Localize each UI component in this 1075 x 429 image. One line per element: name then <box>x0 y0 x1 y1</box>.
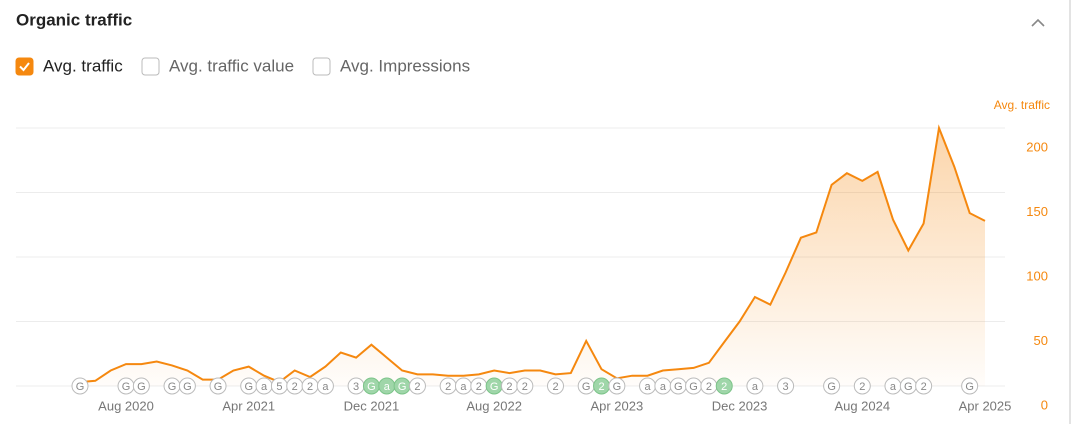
traffic-line <box>79 124 986 384</box>
y-tick-label: 100 <box>1026 268 1048 283</box>
annotation-label: 2 <box>552 381 558 393</box>
annotation-label: 2 <box>598 381 604 393</box>
annotation-label: 2 <box>921 381 927 393</box>
annotation-label: 2 <box>307 381 313 393</box>
x-tick-label: Dec 2021 <box>344 398 400 413</box>
y-tick-label: 200 <box>1026 139 1048 154</box>
x-tick-label: Apr 2023 <box>590 398 643 413</box>
annotation-label: G <box>137 381 146 393</box>
checkmark <box>19 62 30 72</box>
annotation-label: G <box>244 381 253 393</box>
annotation-label: 2 <box>506 381 512 393</box>
annotation-label: G <box>827 381 836 393</box>
annotation-label: 2 <box>706 381 712 393</box>
annotation-label: a <box>460 381 467 393</box>
annotation-label: a <box>890 381 897 393</box>
title: Organic traffic <box>16 10 132 29</box>
annotation-label: a <box>261 381 268 393</box>
annotation-marker[interactable] <box>608 377 626 395</box>
annotation-marker[interactable] <box>132 377 150 395</box>
annotation-label: a <box>644 381 651 393</box>
annotation-label: G <box>490 381 499 393</box>
annotation-label: G <box>168 381 177 393</box>
annotation-label: G <box>122 381 131 393</box>
toggle-label[interactable]: Avg. traffic value <box>169 56 294 75</box>
annotation-marker[interactable] <box>715 377 733 395</box>
x-tick-label: Apr 2025 <box>959 398 1012 413</box>
annotation-marker[interactable] <box>178 377 196 395</box>
y-axis-label: Avg. traffic <box>994 98 1050 112</box>
toggles: Avg. traffic Avg. traffic value Avg. Impre… <box>15 56 470 76</box>
annotation-marker[interactable] <box>746 377 764 395</box>
annotation-label: 2 <box>859 381 865 393</box>
annotation-label: G <box>214 381 223 393</box>
x-tick-label: Aug 2024 <box>834 398 890 413</box>
checkbox[interactable] <box>15 57 34 76</box>
annotation-label: 2 <box>476 381 482 393</box>
annotation-marker[interactable] <box>71 377 89 395</box>
annotation-marker[interactable] <box>961 377 979 395</box>
annotation-label: G <box>398 381 407 393</box>
annotation-label: G <box>76 381 85 393</box>
annotation-marker[interactable] <box>408 377 426 395</box>
annotation-label: G <box>613 381 622 393</box>
x-tick-label: Dec 2023 <box>712 398 768 413</box>
x-tick-label: Apr 2021 <box>222 398 275 413</box>
annotation-label: a <box>752 381 759 393</box>
area-fill <box>80 128 985 386</box>
toggle-label[interactable]: Avg. Impressions <box>340 56 470 75</box>
annotation-label: a <box>322 381 329 393</box>
annotation-label: 2 <box>414 381 420 393</box>
annotation-marker[interactable] <box>316 377 334 395</box>
annotation-marker[interactable] <box>516 377 534 395</box>
x-tick-label: Aug 2022 <box>466 398 522 413</box>
checkbox[interactable] <box>312 57 331 76</box>
y-tick-label: 50 <box>1034 333 1048 348</box>
annotation-label: 5 <box>276 381 282 393</box>
annotation-label: 2 <box>721 381 727 393</box>
chart: Avg. traffic 0 50 100 150 200 Aug 2020 Apr 2021… <box>16 98 1050 413</box>
annotation-label: G <box>965 381 974 393</box>
y-tick-label: 150 <box>1026 204 1048 219</box>
annotation-label: G <box>183 381 192 393</box>
annotation-label: a <box>384 381 391 393</box>
annotation-marker[interactable] <box>209 377 227 395</box>
annotation-label: 2 <box>445 381 451 393</box>
annotation-label: a <box>660 381 667 393</box>
annotation-marker[interactable] <box>547 377 565 395</box>
annotation-label: G <box>904 381 913 393</box>
annotation-label: G <box>689 381 698 393</box>
checkbox[interactable] <box>141 57 160 76</box>
y-tick-label: 0 <box>1041 397 1048 412</box>
annotation-label: 3 <box>353 381 359 393</box>
annotation-label: 2 <box>292 381 298 393</box>
annotation-label: G <box>674 381 683 393</box>
annotation-marker[interactable] <box>777 377 795 395</box>
annotation-label: 3 <box>783 381 789 393</box>
toggle-label[interactable]: Avg. traffic <box>43 56 123 75</box>
collapse-chevron[interactable] <box>1031 18 1045 27</box>
annotation-marker[interactable] <box>823 377 841 395</box>
annotation-marker[interactable] <box>915 377 933 395</box>
annotation-label: G <box>367 381 376 393</box>
annotation-label: G <box>582 381 591 393</box>
x-tick-label: Aug 2020 <box>98 398 154 413</box>
annotation-marker[interactable] <box>853 377 871 395</box>
annotation-label: 2 <box>522 381 528 393</box>
